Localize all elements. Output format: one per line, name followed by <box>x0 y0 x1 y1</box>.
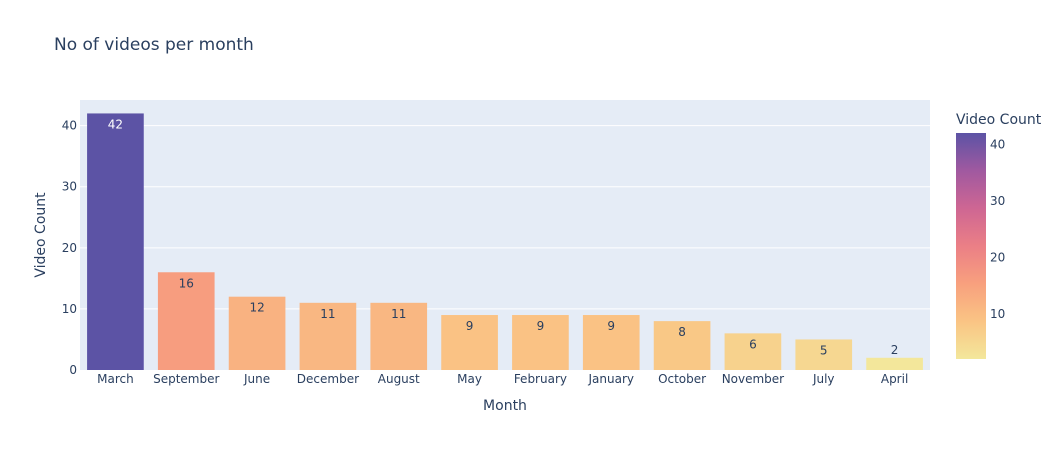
x-tick-label: September <box>153 372 219 386</box>
bar[interactable] <box>299 302 357 370</box>
bar-value-label: 5 <box>820 343 828 357</box>
bar-value-label: 2 <box>891 343 899 357</box>
x-tick-label: January <box>588 372 635 386</box>
chart-title: No of videos per month <box>54 35 254 55</box>
colorbar-tick-labels: 10 20 30 40 <box>990 137 1005 320</box>
x-tick-label: October <box>658 372 706 386</box>
x-axis-title: Month <box>483 398 527 414</box>
colorbar-tick-label: 10 <box>990 307 1005 321</box>
colorbar-tick-label: 20 <box>990 250 1005 264</box>
y-gridlines <box>80 125 930 310</box>
x-tick-label: March <box>97 372 134 386</box>
plot-area <box>80 100 930 370</box>
bar-value-label: 9 <box>537 319 545 333</box>
bar-value-label: 11 <box>320 307 335 321</box>
bar[interactable] <box>441 315 498 370</box>
bar[interactable] <box>866 357 923 370</box>
bar-value-label: 8 <box>678 325 686 339</box>
bar[interactable] <box>724 333 782 370</box>
y-tick-label: 0 <box>69 363 77 377</box>
bar[interactable] <box>582 315 640 370</box>
bars <box>87 113 923 371</box>
bar-value-label: 9 <box>466 319 474 333</box>
colorbar-title: Video Count <box>956 112 1042 128</box>
bar-value-label: 9 <box>607 319 615 333</box>
bar-value-label: 11 <box>391 307 406 321</box>
colorbar-tick-label: 40 <box>990 137 1005 151</box>
x-tick-label: June <box>243 372 270 386</box>
x-tick-label: May <box>457 372 482 386</box>
x-tick-labels: March September June December August May Febru… <box>97 372 908 386</box>
x-tick-label: December <box>297 372 359 386</box>
bar[interactable] <box>157 272 215 370</box>
bar-value-label: 42 <box>108 117 123 131</box>
bar[interactable] <box>512 315 569 370</box>
x-tick-label: February <box>514 372 567 386</box>
x-tick-label: April <box>881 372 908 386</box>
bar[interactable] <box>795 339 853 370</box>
colorbar-tick-label: 30 <box>990 194 1005 208</box>
bar-value-label: 6 <box>749 337 757 351</box>
y-tick-label: 20 <box>62 241 77 255</box>
bar-value-label: 12 <box>249 301 264 315</box>
bar[interactable] <box>228 296 286 370</box>
y-tick-label: 10 <box>62 302 77 316</box>
bar[interactable] <box>370 302 428 370</box>
bar-value-labels: 42 16 12 11 11 9 9 9 8 6 5 2 <box>108 117 899 357</box>
y-tick-label: 30 <box>62 180 77 194</box>
y-tick-label: 40 <box>62 119 77 133</box>
y-tick-labels: 0 10 20 30 40 <box>62 119 77 377</box>
bar[interactable] <box>87 113 144 371</box>
x-tick-label: November <box>722 372 784 386</box>
x-tick-label: July <box>812 372 835 386</box>
bar[interactable] <box>653 321 711 370</box>
x-tick-label: August <box>378 372 420 386</box>
colorbar <box>956 133 986 359</box>
y-axis-title: Video Count <box>33 192 49 278</box>
bar-value-label: 16 <box>179 276 194 290</box>
